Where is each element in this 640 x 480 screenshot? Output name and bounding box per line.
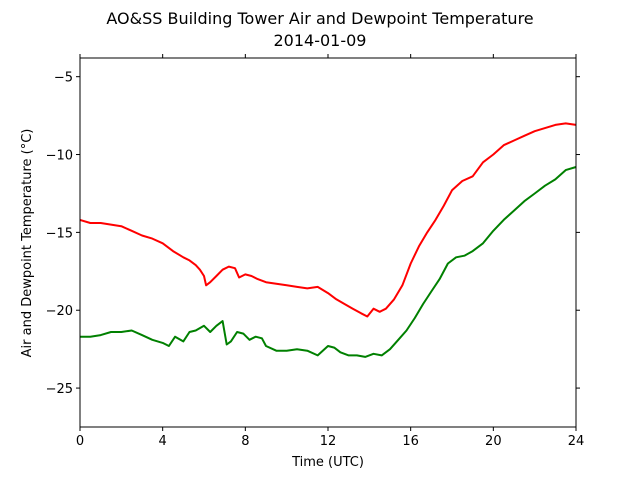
x-tick-label: 20 xyxy=(485,434,502,449)
x-axis-label: Time (UTC) xyxy=(291,455,364,470)
x-tick-label: 0 xyxy=(76,434,84,449)
series-line-0 xyxy=(79,122,577,318)
y-tick-label: −25 xyxy=(46,382,73,397)
chart-title: AO&SS Building Tower Air and Dewpoint Te… xyxy=(106,9,533,28)
axis-ticks: 0 4 8 12 16 20 24 −25 −20 −15 −10 −5 xyxy=(46,54,585,449)
x-tick-label: 16 xyxy=(402,434,419,449)
y-axis-label: Air and Dewpoint Temperature (°C) xyxy=(20,129,35,358)
y-tick-label: −10 xyxy=(46,149,73,164)
x-tick-label: 8 xyxy=(241,434,249,449)
chart-subtitle: 2014-01-09 xyxy=(274,31,367,50)
x-tick-label: 24 xyxy=(568,434,585,449)
y-tick-label: −20 xyxy=(46,304,73,319)
y-tick-label: −15 xyxy=(46,226,73,241)
x-tick-label: 4 xyxy=(159,434,167,449)
plot-area xyxy=(79,122,577,358)
x-tick-label: 12 xyxy=(320,434,337,449)
y-tick-label: −5 xyxy=(54,71,73,86)
series-line-1 xyxy=(80,166,577,358)
